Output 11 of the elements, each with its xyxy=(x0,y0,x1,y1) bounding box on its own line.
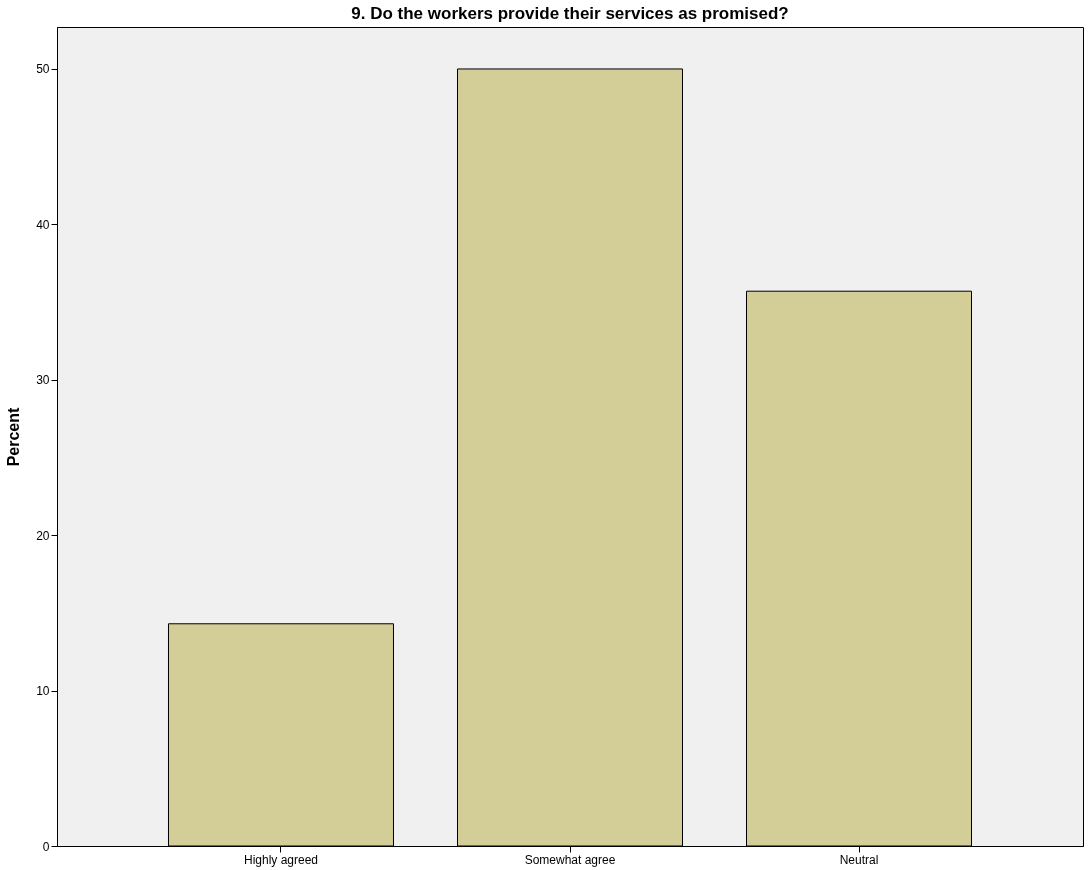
y-axis-title: Percent xyxy=(5,406,23,467)
y-tick-label: 0 xyxy=(42,839,50,854)
x-tick-label: Somewhat agree xyxy=(524,852,616,867)
y-tick-label: 20 xyxy=(36,528,50,543)
x-tick-label: Highly agreed xyxy=(243,852,319,867)
y-tick-label: 50 xyxy=(36,62,50,77)
chart-title: 9. Do the workers provide their services as promised? xyxy=(351,4,789,23)
y-tick-label: 40 xyxy=(36,217,50,232)
y-tick-label: 30 xyxy=(36,373,50,388)
x-tick-label: Neutral xyxy=(839,852,879,867)
y-tick-label: 10 xyxy=(36,684,50,699)
